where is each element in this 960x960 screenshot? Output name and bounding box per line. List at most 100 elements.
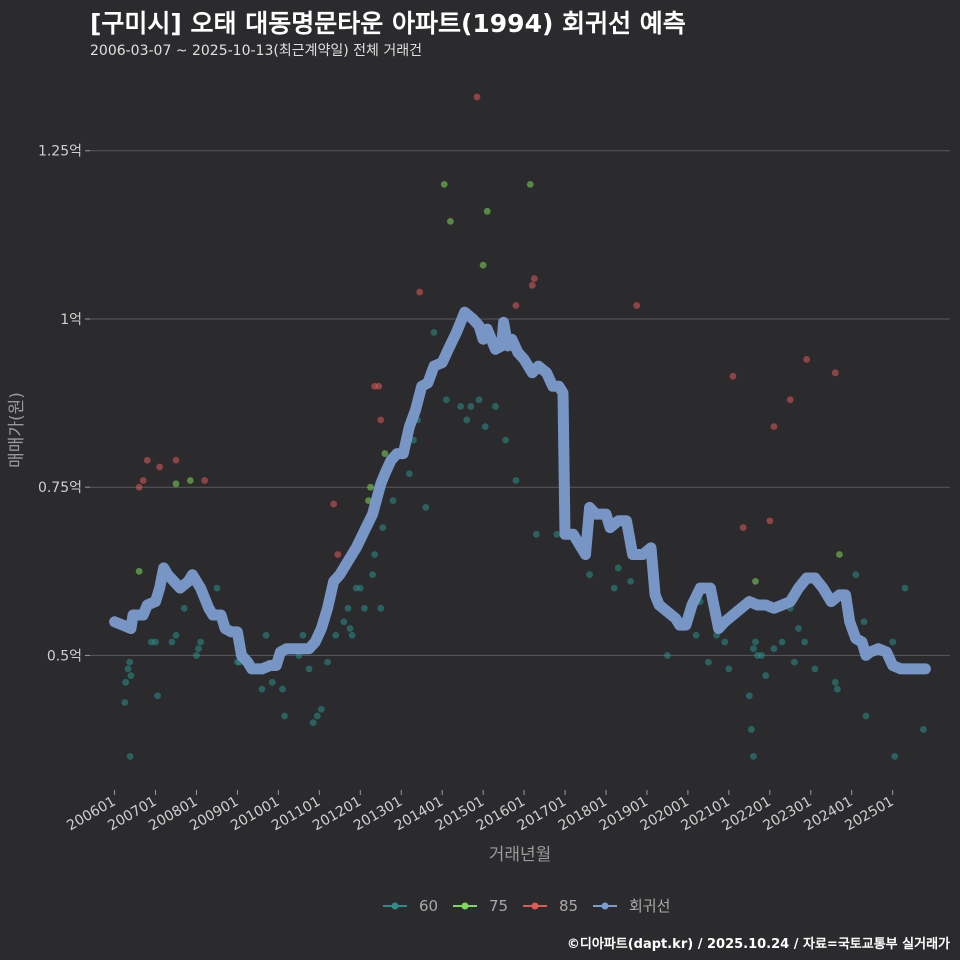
data-point-60 [747,726,755,733]
data-point-60 [313,712,321,720]
data-point-60 [121,699,129,706]
legend-swatch-dot [601,902,609,910]
data-point-60 [901,584,909,592]
data-point-85 [377,416,385,424]
data-point-60 [442,396,450,404]
data-point-60 [467,403,475,410]
data-point-75 [483,207,491,215]
data-point-75 [446,218,454,225]
data-point-60 [891,752,899,760]
data-point-85 [172,456,180,464]
data-point-60 [180,604,188,612]
data-point-60 [122,678,130,686]
data-point-85 [156,463,164,471]
data-point-60 [811,665,819,673]
data-point-60 [532,530,540,538]
data-point-85 [786,396,794,404]
data-point-60 [332,631,340,639]
x-axis: 2006012007012008012009012010012011012012… [64,790,897,834]
data-point-85 [803,355,811,363]
data-point-85 [135,483,143,491]
data-point-60 [371,551,379,558]
data-point-60 [512,477,520,484]
data-point-60 [795,625,802,632]
data-point-85 [375,382,383,390]
data-point-60 [833,685,841,693]
data-point-60 [831,678,839,686]
data-point-60 [377,604,385,612]
data-point-60 [126,658,134,666]
data-point-60 [801,638,809,646]
y-axis-title: 매매가(원) [7,392,27,468]
data-point-85 [334,551,342,558]
data-point-60 [193,652,200,659]
data-point-60 [344,604,352,612]
data-point-75 [135,567,143,575]
legend: 60 75 85 회귀선 [383,897,670,915]
data-point-60 [195,645,202,653]
data-point-60 [664,652,671,659]
legend-label: 회귀선 [629,897,670,915]
data-point-60 [324,658,331,666]
data-point-60 [610,584,618,592]
data-point-60 [762,672,770,680]
data-point-60 [790,658,798,666]
data-point-60 [340,618,348,626]
data-point-85 [416,288,424,296]
data-point-60 [692,631,700,639]
data-point-85 [139,477,147,484]
data-point-60 [750,645,757,653]
data-point-85 [473,93,481,101]
data-point-85 [201,477,209,484]
data-point-60 [268,678,276,686]
data-point-85 [330,500,338,508]
data-point-60 [152,638,159,646]
data-point-60 [852,571,860,579]
data-point-85 [729,372,737,380]
gridlines [90,150,950,656]
data-point-75 [367,483,374,491]
data-point-60 [379,524,387,531]
data-point-85 [770,423,778,431]
regression-line [109,306,931,675]
data-point-60 [778,638,786,646]
data-point-60 [752,638,759,646]
y-axis: 0.5억 0.75억 1억 1.25억 [38,144,90,664]
data-point-60 [627,578,634,585]
y-tick-label: 1.25억 [38,144,82,160]
y-tick-label: 0.75억 [38,480,82,496]
y-tick-label: 0.5억 [47,648,82,664]
data-point-60 [197,638,204,646]
data-point-60 [346,625,354,632]
data-point-60 [305,665,313,673]
data-point-60 [502,436,510,444]
data-point-85 [766,517,774,525]
data-point-85 [739,524,747,531]
data-point-85 [633,302,641,309]
data-point-60 [262,631,270,639]
data-point-60 [586,571,594,579]
data-point-85 [528,281,536,289]
data-point-85 [831,369,839,377]
data-point-60 [406,470,413,478]
data-point-60 [704,658,712,666]
legend-swatch-dot [531,902,539,910]
regression-line-group [109,306,931,675]
data-point-75 [186,477,194,484]
data-point-60 [127,672,135,680]
data-point-75 [752,578,759,585]
data-point-60 [463,416,471,424]
data-point-60 [770,645,778,653]
legend-label: 60 [419,897,438,915]
data-point-75 [381,450,389,457]
y-tick-label: 1억 [60,312,82,328]
data-point-60 [279,685,286,693]
data-point-85 [530,275,538,282]
data-point-60 [860,618,868,626]
data-point-60 [213,584,221,592]
data-point-60 [309,719,317,727]
data-point-60 [725,665,733,673]
data-point-60 [475,396,483,404]
chart-subtitle: 2006-03-07 ~ 2025-10-13(최근계약일) 전체 거래건 [90,43,422,59]
